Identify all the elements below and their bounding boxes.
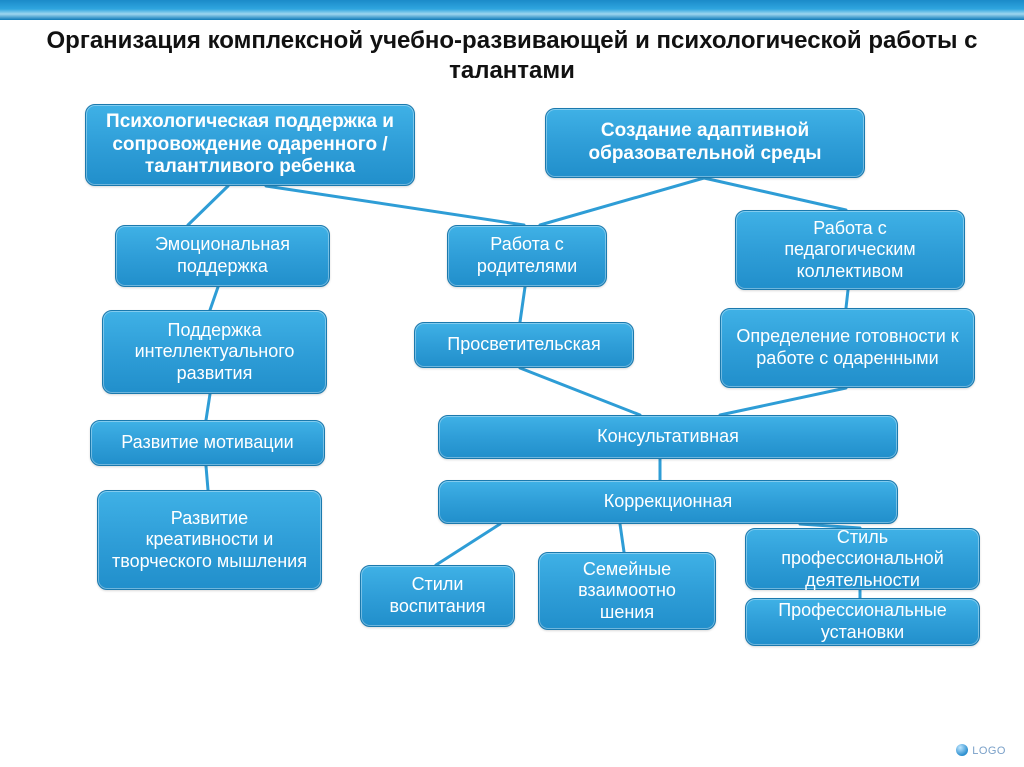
node-label: Стиль профессиональной деятельности xyxy=(760,527,965,592)
node-intellectual-support: Поддержка интеллектуального развития xyxy=(102,310,327,394)
node-label: Развитие креативности и творческого мышл… xyxy=(112,508,307,573)
page-title: Организация комплексной учебно-развивающ… xyxy=(0,26,1024,86)
node-label: Просветительская xyxy=(447,334,600,356)
node-label: Коррекционная xyxy=(604,491,732,513)
node-work-parents: Работа с родителями xyxy=(447,225,607,287)
node-label: Стили воспитания xyxy=(375,574,500,617)
node-label: Семейные взаимоотно шения xyxy=(553,559,701,624)
node-head-psych-support: Психологическая поддержка и сопровождени… xyxy=(85,104,415,186)
node-professional-style: Стиль профессиональной деятельности xyxy=(745,528,980,590)
node-label: Консультативная xyxy=(597,426,739,448)
node-professional-attitudes: Профессиональные установки xyxy=(745,598,980,646)
node-label: Психологическая поддержка и сопровождени… xyxy=(100,111,400,179)
node-emotional-support: Эмоциональная поддержка xyxy=(115,225,330,287)
node-label: Работа с родителями xyxy=(462,234,592,277)
footer-logo: LOGO xyxy=(956,744,1006,757)
node-educational: Просветительская xyxy=(414,322,634,368)
node-head-adaptive-env: Создание адаптивной образовательной сред… xyxy=(545,108,865,178)
node-label: Создание адаптивной образовательной сред… xyxy=(560,120,850,166)
node-label: Эмоциональная поддержка xyxy=(130,234,315,277)
node-label: Определение готовности к работе с одарен… xyxy=(735,326,960,369)
node-label: Развитие мотивации xyxy=(121,432,293,454)
node-label: Работа с педагогическим коллективом xyxy=(750,218,950,283)
node-pedagogical-staff: Работа с педагогическим коллективом xyxy=(735,210,965,290)
node-readiness: Определение готовности к работе с одарен… xyxy=(720,308,975,388)
logo-text: LOGO xyxy=(972,745,1006,757)
node-family-relations: Семейные взаимоотно шения xyxy=(538,552,716,630)
node-creativity-development: Развитие креативности и творческого мышл… xyxy=(97,490,322,590)
decorative-top-bar xyxy=(0,0,1024,20)
node-corrective: Коррекционная xyxy=(438,480,898,524)
node-consultative: Консультативная xyxy=(438,415,898,459)
globe-icon xyxy=(956,744,968,756)
node-motivation-development: Развитие мотивации xyxy=(90,420,325,466)
node-label: Поддержка интеллектуального развития xyxy=(117,320,312,385)
node-parenting-styles: Стили воспитания xyxy=(360,565,515,627)
node-label: Профессиональные установки xyxy=(760,600,965,643)
